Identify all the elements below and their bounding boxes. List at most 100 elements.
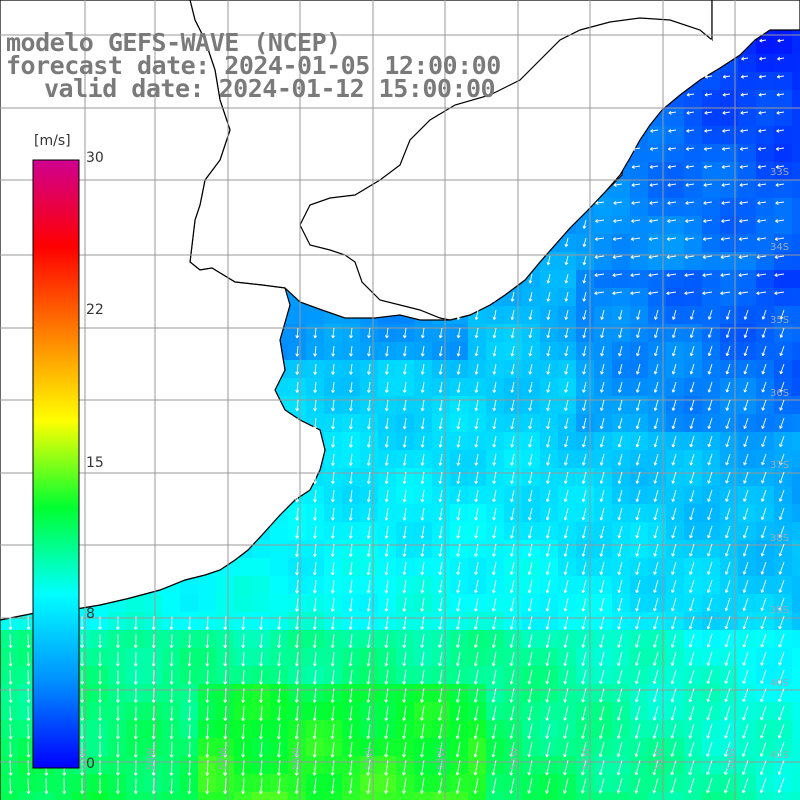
wind-arrow (778, 471, 785, 484)
wind-arrow (312, 651, 317, 667)
wind-cell (486, 792, 504, 800)
wind-cell (720, 378, 738, 396)
wind-cell (252, 648, 270, 666)
wind-arrow (312, 759, 317, 776)
wind-cell (90, 702, 108, 720)
wind-arrow (545, 471, 551, 484)
wind-cell (792, 144, 800, 162)
wind-cell (306, 630, 324, 648)
wind-cell (270, 540, 288, 558)
wind-cell (378, 792, 396, 800)
wind-arrow (545, 669, 551, 685)
wind-arrow (582, 255, 587, 266)
wind-arrow (612, 255, 623, 260)
wind-cell (108, 612, 126, 630)
wind-arrow (599, 669, 605, 685)
wind-arrow (330, 615, 335, 630)
wind-arrow (151, 669, 156, 685)
wind-arrow (703, 164, 713, 169)
wind-cell (738, 702, 756, 720)
wind-arrow (760, 705, 767, 721)
wind-arrow (706, 561, 713, 575)
wind-cell (666, 522, 684, 540)
wind-arrow (545, 525, 551, 539)
wind-arrow (402, 507, 407, 521)
wind-arrow (725, 507, 731, 521)
wind-cell (90, 792, 108, 800)
wind-arrow (616, 687, 623, 703)
wind-arrow (8, 705, 13, 722)
wind-cell (216, 594, 234, 612)
wind-arrow (582, 201, 587, 211)
wind-arrow (509, 633, 515, 648)
wind-cell (180, 630, 198, 648)
wind-arrow (44, 777, 49, 794)
wind-cell (288, 630, 306, 648)
wind-arrow (473, 597, 479, 612)
wind-arrow (582, 363, 587, 375)
wind-cell (774, 792, 792, 800)
wind-arrow (617, 381, 623, 393)
wind-cell (738, 522, 756, 540)
wind-arrow (703, 219, 713, 223)
wind-cell (108, 792, 126, 800)
wind-arrow (528, 255, 533, 266)
wind-arrow (546, 291, 551, 302)
wind-arrow (187, 651, 192, 667)
wind-arrow (295, 543, 299, 557)
wind-arrow (635, 453, 641, 466)
wind-cell (684, 594, 702, 612)
wind-arrow (636, 327, 641, 339)
wind-arrow (563, 453, 569, 466)
wind-cell (720, 648, 738, 666)
wind-arrow (758, 128, 767, 133)
wind-arrow (564, 165, 569, 175)
wind-cell (270, 720, 288, 738)
wind-arrow (80, 669, 85, 685)
wind-cell (756, 450, 774, 468)
wind-arrow (689, 399, 695, 411)
wind-cell (738, 126, 756, 144)
wind-arrow (613, 201, 623, 205)
wind-arrow (26, 687, 31, 703)
wind-arrow (80, 633, 84, 649)
wind-arrow (151, 759, 156, 776)
wind-arrow (598, 723, 605, 739)
wind-arrow (26, 633, 31, 649)
wind-cell (684, 108, 702, 126)
wind-arrow (259, 705, 263, 722)
wind-arrow (295, 327, 300, 339)
wind-arrow (671, 417, 677, 430)
wind-cell (756, 792, 774, 800)
wind-arrow (402, 723, 407, 740)
wind-arrow (705, 38, 713, 43)
wind-cell (792, 738, 800, 756)
wind-arrow (760, 669, 767, 684)
wind-arrow (740, 74, 749, 79)
wind-cell (702, 558, 720, 576)
wind-cell (18, 774, 36, 792)
wind-arrow (26, 741, 31, 758)
wind-arrow (187, 633, 192, 649)
wind-cell (774, 36, 792, 54)
wind-arrow (420, 687, 425, 703)
wind-arrow (725, 471, 731, 484)
wind-arrow (616, 723, 623, 739)
wind-arrow (420, 381, 425, 393)
wind-arrow (456, 381, 461, 393)
wind-cell (792, 630, 800, 648)
wind-cell (666, 144, 684, 162)
wind-arrow (599, 597, 605, 612)
wind-cell (666, 108, 684, 126)
wind-arrow (670, 705, 677, 721)
wind-cell (630, 270, 648, 288)
wind-cell (108, 738, 126, 756)
wind-cell (162, 720, 180, 738)
wind-arrow (721, 183, 731, 187)
wind-arrow (151, 615, 156, 630)
wind-cell (774, 648, 792, 666)
wind-arrow (684, 273, 695, 278)
wind-arrow (742, 543, 749, 557)
wind-arrow (688, 615, 695, 630)
wind-arrow (634, 651, 641, 666)
